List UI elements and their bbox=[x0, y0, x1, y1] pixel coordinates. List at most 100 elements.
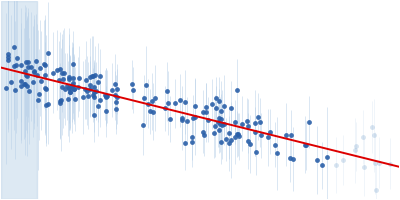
Point bbox=[34, 99, 41, 102]
Point bbox=[234, 133, 240, 136]
Point bbox=[220, 122, 227, 126]
Bar bbox=[1, 1, 36, 199]
Point bbox=[112, 100, 119, 104]
Point bbox=[13, 64, 20, 67]
Point bbox=[205, 118, 212, 121]
Point bbox=[31, 69, 37, 73]
Point bbox=[85, 94, 92, 97]
Point bbox=[92, 73, 98, 76]
Point bbox=[103, 95, 110, 98]
Point bbox=[21, 82, 27, 85]
Point bbox=[26, 90, 32, 93]
Point bbox=[71, 87, 78, 90]
Point bbox=[178, 118, 185, 121]
Point bbox=[234, 89, 241, 92]
Point bbox=[56, 68, 63, 71]
Point bbox=[172, 102, 178, 105]
Point bbox=[188, 140, 195, 144]
Point bbox=[152, 96, 158, 100]
Point bbox=[303, 144, 309, 147]
Point bbox=[70, 76, 76, 80]
Point bbox=[182, 141, 188, 144]
Point bbox=[2, 87, 9, 90]
Point bbox=[150, 110, 156, 113]
Point bbox=[66, 77, 73, 80]
Point bbox=[80, 96, 86, 99]
Point bbox=[70, 62, 76, 65]
Point bbox=[369, 125, 376, 128]
Point bbox=[10, 64, 17, 67]
Point bbox=[290, 157, 296, 160]
Point bbox=[112, 94, 118, 97]
Point bbox=[50, 71, 56, 74]
Point bbox=[36, 93, 42, 96]
Point bbox=[146, 110, 153, 113]
Point bbox=[192, 105, 198, 108]
Point bbox=[18, 64, 24, 67]
Point bbox=[41, 86, 48, 89]
Point bbox=[372, 162, 378, 165]
Point bbox=[42, 87, 49, 90]
Point bbox=[5, 55, 11, 59]
Point bbox=[319, 164, 325, 167]
Point bbox=[112, 82, 119, 85]
Point bbox=[91, 91, 97, 94]
Point bbox=[97, 74, 103, 78]
Point bbox=[165, 101, 172, 105]
Point bbox=[75, 77, 82, 80]
Point bbox=[11, 46, 17, 49]
Point bbox=[54, 68, 60, 71]
Point bbox=[60, 78, 66, 81]
Point bbox=[252, 122, 258, 125]
Point bbox=[72, 98, 78, 101]
Point bbox=[41, 62, 47, 66]
Point bbox=[24, 60, 31, 64]
Point bbox=[258, 134, 264, 137]
Point bbox=[352, 149, 358, 152]
Point bbox=[360, 135, 366, 138]
Point bbox=[211, 131, 217, 134]
Point bbox=[58, 98, 64, 101]
Point bbox=[306, 120, 312, 123]
Point bbox=[252, 130, 258, 133]
Point bbox=[24, 74, 30, 77]
Point bbox=[64, 85, 70, 88]
Point bbox=[97, 98, 103, 101]
Point bbox=[216, 99, 222, 102]
Point bbox=[84, 89, 90, 92]
Point bbox=[87, 83, 94, 86]
Point bbox=[352, 145, 359, 148]
Point bbox=[200, 110, 206, 113]
Point bbox=[18, 80, 24, 83]
Point bbox=[83, 78, 89, 81]
Point bbox=[114, 87, 120, 90]
Point bbox=[162, 107, 168, 110]
Point bbox=[202, 106, 209, 109]
Point bbox=[66, 75, 72, 79]
Point bbox=[265, 136, 272, 139]
Point bbox=[288, 133, 294, 136]
Point bbox=[274, 152, 280, 155]
Point bbox=[4, 58, 11, 61]
Point bbox=[245, 139, 251, 142]
Point bbox=[33, 59, 40, 63]
Point bbox=[90, 96, 97, 99]
Point bbox=[68, 83, 75, 86]
Point bbox=[167, 117, 173, 120]
Point bbox=[18, 85, 24, 88]
Point bbox=[238, 122, 245, 125]
Point bbox=[94, 81, 101, 84]
Point bbox=[228, 106, 234, 110]
Point bbox=[255, 115, 261, 118]
Point bbox=[38, 79, 44, 82]
Point bbox=[283, 133, 289, 136]
Point bbox=[302, 143, 308, 146]
Point bbox=[361, 166, 368, 169]
Point bbox=[324, 155, 330, 159]
Point bbox=[177, 99, 183, 102]
Point bbox=[66, 90, 73, 94]
Point bbox=[183, 120, 190, 123]
Point bbox=[202, 111, 209, 114]
Point bbox=[287, 156, 293, 159]
Point bbox=[376, 161, 382, 164]
